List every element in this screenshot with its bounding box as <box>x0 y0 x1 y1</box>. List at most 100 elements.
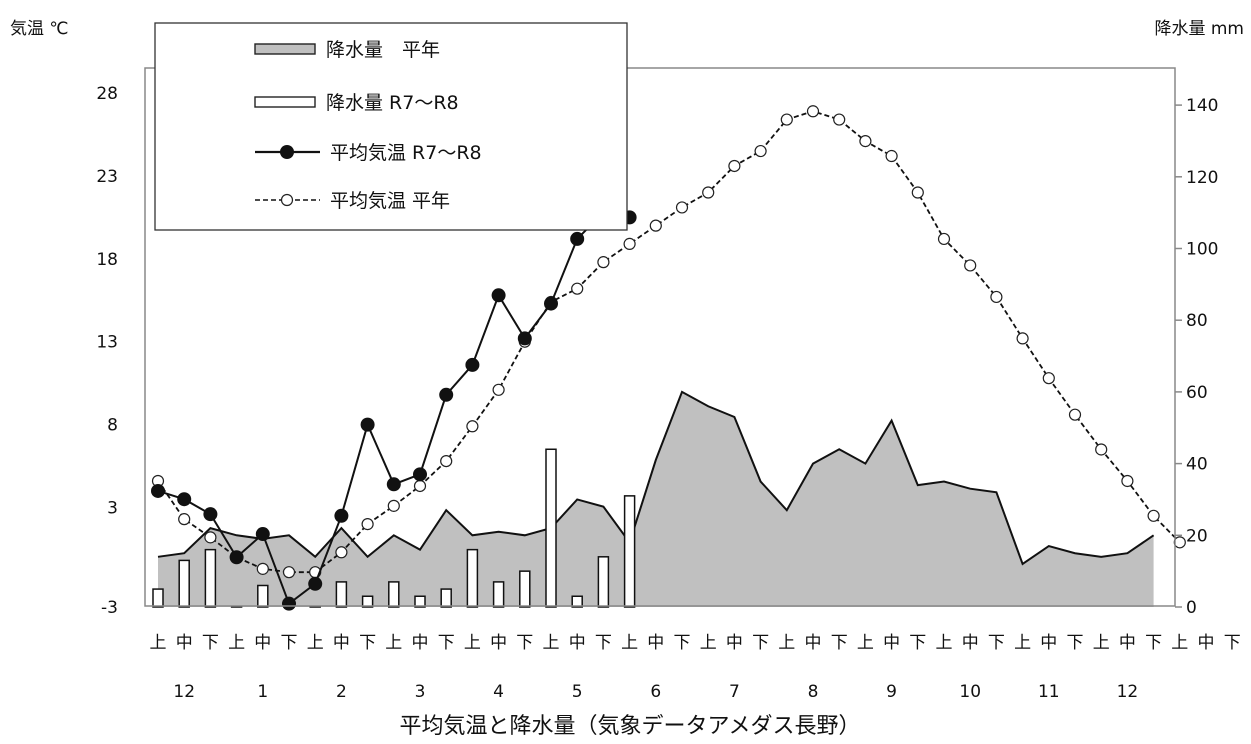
temp-normal-point <box>937 232 951 246</box>
temp-current-point <box>465 357 480 372</box>
legend-swatch-precip-normal <box>254 43 316 55</box>
left-tick-label: 13 <box>96 333 118 353</box>
precipitation-normal-area-layer <box>157 390 1155 607</box>
dekad-label: 上 <box>385 633 402 653</box>
chart-title: 平均気温と降水量（気象データアメダス長野） <box>400 714 861 739</box>
legend-swatch-precip-current <box>254 96 316 108</box>
dekad-label: 下 <box>595 633 612 653</box>
temp-normal-point <box>571 282 584 295</box>
left-tick-label: 28 <box>96 84 118 104</box>
dekad-label: 上 <box>543 633 560 653</box>
dekad-label: 上 <box>778 633 795 653</box>
right-tick-label: 0 <box>1186 598 1197 618</box>
precip-current-bar <box>178 559 190 608</box>
temp-normal-point <box>885 149 898 163</box>
temp-current-point <box>177 492 192 507</box>
temp-normal-line <box>157 110 1181 574</box>
dekad-label: 中 <box>805 633 822 653</box>
month-label: 12 <box>173 682 195 702</box>
temp-normal-point <box>361 517 374 531</box>
temp-normal-point <box>256 562 269 575</box>
dekad-label: 中 <box>490 633 507 653</box>
temp-current-point <box>517 331 532 346</box>
precip-current-bar <box>519 570 531 608</box>
precip-normal-outline <box>157 390 1155 566</box>
temp-normal-point <box>335 546 348 559</box>
precip-current-bar <box>440 588 452 608</box>
temp-normal-point <box>204 531 217 544</box>
month-label: 1 <box>257 682 268 702</box>
dekad-label: 下 <box>831 633 848 653</box>
precip-current-bar <box>623 495 636 608</box>
temp-current-point <box>151 483 165 498</box>
temp-normal-point <box>1121 474 1134 488</box>
dekad-label: 上 <box>936 633 953 653</box>
temp-current-point <box>255 527 270 542</box>
temperature-current-line-layer <box>151 205 637 611</box>
plot-frame <box>144 67 1176 607</box>
dekad-label: 上 <box>150 633 167 653</box>
temp-normal-point <box>413 479 427 493</box>
legend-label-temp-normal: 平均気温 平年 <box>330 190 450 212</box>
dekad-label: 下 <box>1145 633 1162 653</box>
temperature-normal-line-layer <box>151 105 1186 579</box>
right-axis-ticks: 140 120 100 80 60 40 20 0 <box>1175 96 1218 618</box>
left-tick-label: -3 <box>101 598 118 618</box>
dekad-label: 中 <box>333 633 350 653</box>
precip-normal-area <box>158 391 1154 607</box>
temp-normal-point <box>440 454 453 468</box>
temp-normal-point <box>833 113 846 126</box>
temp-normal-point <box>964 259 977 272</box>
precip-current-bar <box>257 584 269 608</box>
temp-current-point <box>360 417 375 432</box>
temp-normal-point <box>1016 332 1029 345</box>
precipitation-current-bars-layer <box>152 448 636 608</box>
precip-current-bar <box>335 581 348 608</box>
dekad-label: 上 <box>307 633 324 653</box>
month-label: 2 <box>336 682 347 702</box>
legend-label-precip-normal: 降水量 平年 <box>326 39 440 61</box>
dekad-label: 下 <box>281 633 298 653</box>
temp-current-point <box>413 467 427 482</box>
precip-current-bar <box>466 548 479 608</box>
dekad-label: 中 <box>1040 633 1057 653</box>
dekad-label: 下 <box>1224 633 1241 653</box>
temp-current-point <box>439 387 454 402</box>
temp-normal-point <box>1095 443 1108 456</box>
dekad-label: 上 <box>857 633 874 653</box>
precip-current-bar <box>545 448 557 608</box>
dekad-label: 下 <box>438 633 455 653</box>
dekad-label: 下 <box>359 633 376 653</box>
dekad-label: 中 <box>726 633 743 653</box>
dekad-label: 下 <box>674 633 691 653</box>
temp-normal-point <box>1147 509 1160 522</box>
dekad-label: 下 <box>909 633 926 653</box>
temp-normal-point <box>597 256 610 269</box>
legend-marker-temp-normal <box>280 193 294 207</box>
temp-normal-point <box>492 383 505 396</box>
month-label: 10 <box>959 682 981 702</box>
temp-normal-point <box>675 201 689 214</box>
temp-current-point <box>386 477 401 492</box>
right-tick-label: 40 <box>1186 455 1208 475</box>
dekad-label: 上 <box>464 633 481 653</box>
left-tick-label: 8 <box>107 416 118 436</box>
dekad-label: 中 <box>883 633 900 653</box>
dekad-label: 中 <box>962 633 979 653</box>
month-label: 6 <box>650 682 661 702</box>
dekad-label: 下 <box>202 633 219 653</box>
precip-current-bar <box>204 548 217 608</box>
left-tick-label: 23 <box>96 167 118 187</box>
right-tick-label: 120 <box>1186 168 1218 188</box>
month-label: 5 <box>572 682 583 702</box>
month-label: 7 <box>729 682 740 702</box>
temp-normal-point <box>387 499 400 512</box>
temp-current-point <box>570 231 585 246</box>
temp-current-point <box>308 576 323 591</box>
legend-marker-temp-current <box>280 145 294 159</box>
month-label: 4 <box>493 682 504 702</box>
temp-normal-point <box>911 186 924 199</box>
dekad-label: 上 <box>621 633 638 653</box>
temp-normal-point <box>1042 372 1055 385</box>
